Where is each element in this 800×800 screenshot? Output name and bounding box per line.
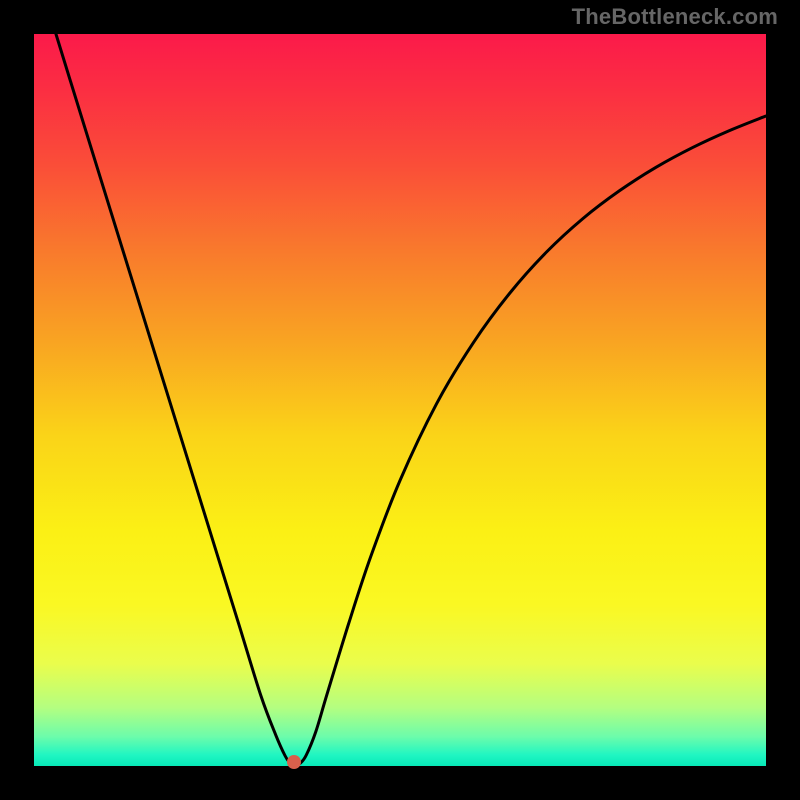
chart-frame: TheBottleneck.com xyxy=(0,0,800,800)
bottleneck-curve xyxy=(56,34,766,765)
watermark-text: TheBottleneck.com xyxy=(572,4,778,30)
plot-area xyxy=(34,34,766,766)
curve-layer xyxy=(34,34,766,766)
optimum-marker xyxy=(287,755,301,769)
